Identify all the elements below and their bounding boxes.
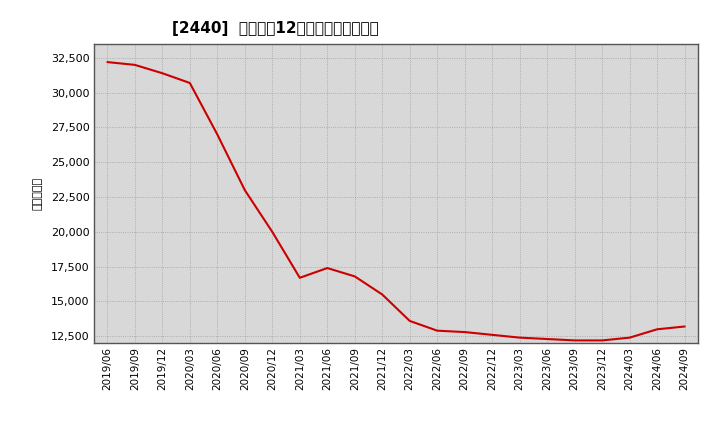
Y-axis label: （百万円）: （百万円） [32, 177, 42, 210]
Text: [2440]  売上高の12か月移動合計の推移: [2440] 売上高の12か月移動合計の推移 [172, 21, 379, 36]
